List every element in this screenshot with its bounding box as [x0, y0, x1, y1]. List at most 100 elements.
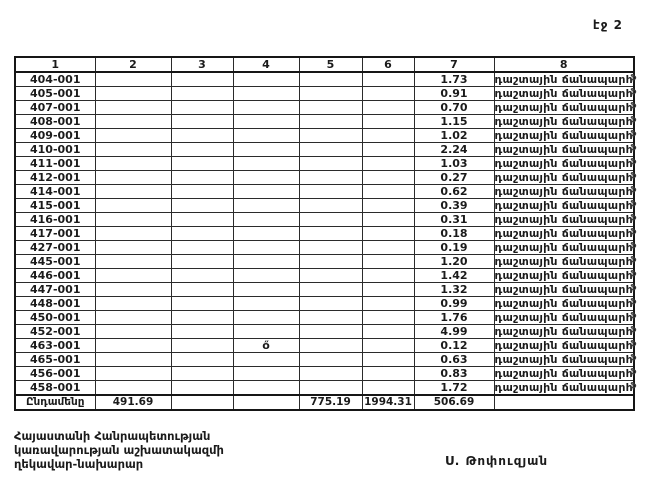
cell-col3 [170, 268, 234, 283]
cell-col4 [232, 282, 300, 297]
cell-col4 [232, 184, 300, 199]
cell-col2 [94, 296, 172, 311]
road-type-cell: դաշտային ճանապարհ [493, 71, 635, 87]
margin-mark: ֆ [630, 367, 637, 376]
row-id-cell: 407-001 [14, 100, 96, 115]
value-cell: 1.03 [413, 156, 495, 171]
cell-col5 [298, 170, 363, 185]
cell-col2 [94, 184, 172, 199]
row-id-cell: 414-001 [14, 184, 96, 199]
margin-mark: ֆ [630, 283, 637, 292]
total-col2-cell: 491.69 [94, 394, 172, 411]
cell-col4 [232, 226, 300, 241]
cell-col2 [94, 352, 172, 367]
cell-col2 [94, 71, 172, 87]
cell-col4 [232, 142, 300, 157]
cell-col2 [94, 128, 172, 143]
margin-mark: ֆ [630, 241, 637, 250]
row-id-cell: 404-001 [14, 71, 96, 87]
margin-mark: ֆ [630, 381, 637, 390]
table-row: 456-001 0.83 դաշտային ճանապարհ [14, 366, 635, 381]
row-id-cell: 408-001 [14, 114, 96, 129]
cell-col6 [361, 366, 415, 381]
margin-mark: ֆ [630, 143, 637, 152]
table-row: 450-001 1.76 դաշտային ճանապարհ [14, 310, 635, 325]
total-col7-cell: 506.69 [413, 394, 495, 411]
cell-col6 [361, 240, 415, 255]
cell-col4 [232, 268, 300, 283]
table-row: 409-001 1.02 դաշտային ճանապարհ [14, 128, 635, 143]
cell-col3 [170, 296, 234, 311]
table-row: 411-001 1.03 դաշտային ճանապարհ [14, 156, 635, 171]
table-row: 445-001 1.20 դաշտային ճանապարհ [14, 254, 635, 269]
col-header-1: 1 [14, 56, 96, 73]
table-row: 405-001 0.91 դաշտային ճանապարհ [14, 86, 635, 101]
cell-col2 [94, 268, 172, 283]
cell-col3 [170, 100, 234, 115]
cell-col2 [94, 380, 172, 396]
cell-col6 [361, 114, 415, 129]
table-row: 407-001 0.70 դաշտային ճանապարհ [14, 100, 635, 115]
value-cell: 0.91 [413, 86, 495, 101]
margin-mark: ֆ [630, 171, 637, 180]
cell-col3 [170, 282, 234, 297]
col-header-5: 5 [298, 56, 363, 73]
cell-col4 [232, 198, 300, 213]
row-id-cell: 410-001 [14, 142, 96, 157]
road-type-cell: դաշտային ճանապարհ [493, 352, 635, 367]
row-id-cell: 447-001 [14, 282, 96, 297]
cell-col3 [170, 352, 234, 367]
value-cell: 1.15 [413, 114, 495, 129]
cell-col2 [94, 282, 172, 297]
cell-col3 [170, 156, 234, 171]
cell-col6 [361, 71, 415, 87]
col-header-2: 2 [94, 56, 172, 73]
cell-col5 [298, 184, 363, 199]
margin-mark: ֆ [630, 311, 637, 320]
row-id-cell: 463-001 [14, 338, 96, 353]
table-row: 465-001 0.63 դաշտային ճանապարհ [14, 352, 635, 367]
value-cell: 0.39 [413, 198, 495, 213]
cell-col3 [170, 240, 234, 255]
signature-name: Ս. Թոփուզյան [445, 454, 549, 468]
cell-col4: ő [232, 338, 300, 353]
value-cell: 4.99 [413, 324, 495, 339]
cell-col6 [361, 86, 415, 101]
table-row: 412-001 0.27 դաշտային ճանապարհ [14, 170, 635, 185]
table-row: 404-001 1.73 դաշտային ճանապարհ [14, 71, 635, 87]
cell-col6 [361, 310, 415, 325]
total-row: Ընդամենը 491.69 775.19 1994.31 506.69 [14, 394, 635, 411]
value-cell: 0.18 [413, 226, 495, 241]
cell-col2 [94, 212, 172, 227]
cell-col4 [232, 86, 300, 101]
col-header-7: 7 [413, 56, 495, 73]
cell-col6 [361, 156, 415, 171]
table-row: 417-001 0.18 դաշտային ճանապարհ [14, 226, 635, 241]
cell-col6 [361, 128, 415, 143]
total-col3-cell [170, 394, 234, 411]
cell-col2 [94, 156, 172, 171]
cell-col5 [298, 114, 363, 129]
row-id-cell: 450-001 [14, 310, 96, 325]
road-type-cell: դաշտային ճանապարհ [493, 212, 635, 227]
cell-col5 [298, 296, 363, 311]
cell-col6 [361, 296, 415, 311]
row-id-cell: 456-001 [14, 366, 96, 381]
cell-col4 [232, 100, 300, 115]
total-col8-cell [493, 394, 635, 411]
cell-col4 [232, 254, 300, 269]
road-type-cell: դաշտային ճանապարհ [493, 114, 635, 129]
margin-mark: ֆ [630, 339, 637, 348]
total-col4-cell [232, 394, 300, 411]
value-cell: 1.76 [413, 310, 495, 325]
table-row: 415-001 0.39 դաշտային ճանապարհ [14, 198, 635, 213]
cell-col4 [232, 352, 300, 367]
road-type-cell: դաշտային ճանապարհ [493, 198, 635, 213]
margin-mark: ֆ [630, 115, 637, 124]
cell-col4 [232, 128, 300, 143]
cell-col6 [361, 142, 415, 157]
cell-col5 [298, 268, 363, 283]
cell-col5 [298, 142, 363, 157]
table-row: 463-001 ő 0.12 դաշտային ճանապարհ [14, 338, 635, 353]
cell-col2 [94, 366, 172, 381]
